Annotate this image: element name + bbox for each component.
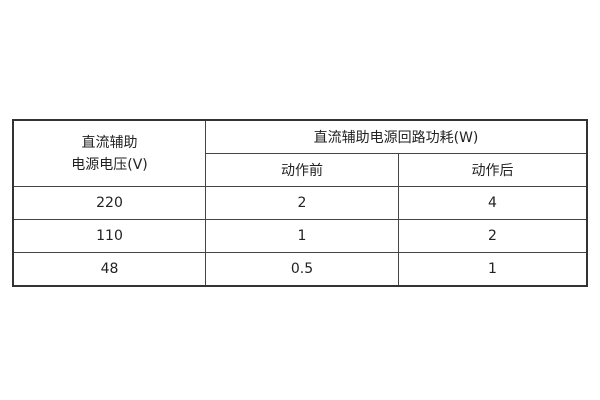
voltage-cell: 48 <box>12 252 206 287</box>
after-cell: 4 <box>398 186 588 220</box>
before-cell: 0.5 <box>205 252 399 287</box>
after-cell: 1 <box>398 252 588 287</box>
after-action-header: 动作后 <box>398 153 588 187</box>
consumption-group-header: 直流辅助电源回路功耗(W) <box>205 119 588 154</box>
before-cell: 2 <box>205 186 399 220</box>
voltage-cell: 220 <box>12 186 206 220</box>
before-cell: 1 <box>205 219 399 253</box>
voltage-header-line2: 电源电压(V) <box>71 156 148 173</box>
table-row: 48 0.5 1 <box>12 252 588 287</box>
voltage-header-line1: 直流辅助 <box>81 134 138 151</box>
voltage-header: 直流辅助 电源电压(V) <box>12 119 206 187</box>
after-cell: 2 <box>398 219 588 253</box>
table-row: 220 2 4 <box>12 186 588 220</box>
before-action-header: 动作前 <box>205 153 399 187</box>
header-row-2: 动作前 动作后 <box>13 153 588 187</box>
voltage-cell: 110 <box>12 219 206 253</box>
header-row-1: 直流辅助 电源电压(V) 直流辅助电源回路功耗(W) <box>12 119 588 187</box>
power-consumption-table: 直流辅助 电源电压(V) 直流辅助电源回路功耗(W) 动作前 动作后 220 2… <box>12 119 588 287</box>
table-row: 110 1 2 <box>12 219 588 253</box>
